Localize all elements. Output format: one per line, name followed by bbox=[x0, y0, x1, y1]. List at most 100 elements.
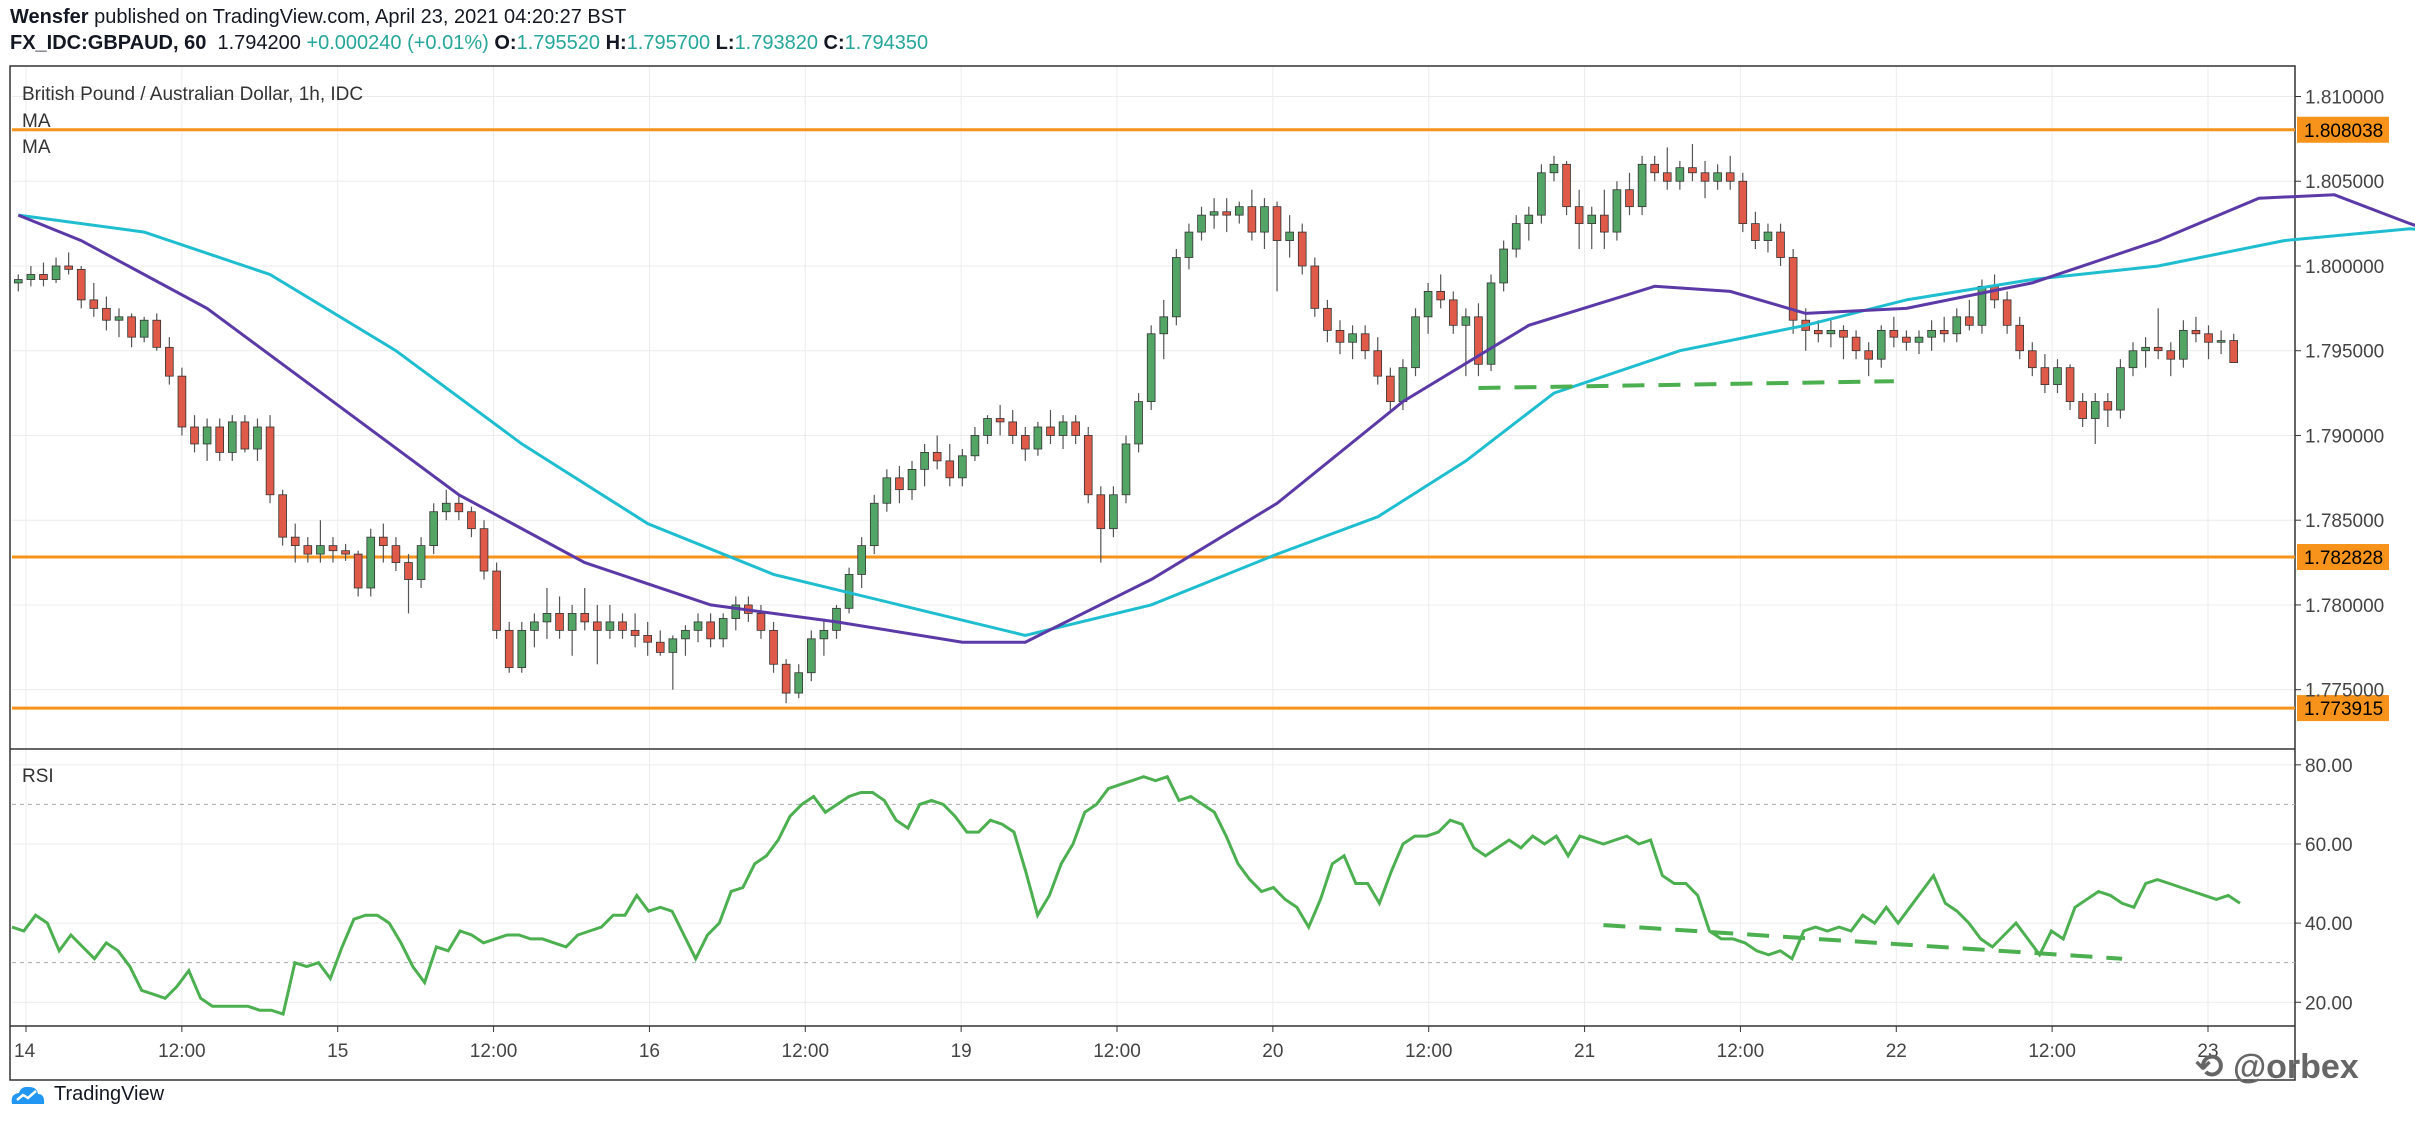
support-trendline[interactable] bbox=[1478, 379, 1894, 391]
open-label: O: bbox=[494, 32, 517, 54]
candle-body bbox=[756, 613, 766, 631]
candle-body bbox=[454, 502, 464, 513]
candle-body bbox=[1688, 167, 1697, 174]
chart-frame bbox=[9, 65, 2296, 1081]
candle-body bbox=[1914, 336, 1924, 343]
time-axis[interactable]: 14 12:00 15 12:00 16 12:00 19 12:00 20 12:00 21 12:… bbox=[14, 1026, 2219, 1062]
time-tick-label: 12:00 bbox=[782, 1041, 830, 1062]
rsi-axis[interactable]: 80.00 60.00 40.00 20.00 bbox=[2295, 756, 2353, 1014]
candle-body bbox=[429, 511, 438, 547]
rsi-tick-label: 40.00 bbox=[2305, 914, 2353, 935]
price-tick-label: 1.780000 bbox=[2305, 596, 2384, 617]
candle-body bbox=[1788, 257, 1798, 321]
candle-body bbox=[1637, 163, 1647, 208]
rsi-title: RSI bbox=[22, 766, 54, 787]
candle-body bbox=[1436, 291, 1445, 301]
rsi-divergence-trendline[interactable] bbox=[1603, 923, 2123, 961]
candle-body bbox=[643, 635, 652, 643]
time-tick-label: 21 bbox=[1574, 1041, 1595, 1062]
level-price-label: 1.808038 bbox=[2304, 121, 2383, 142]
price-tick-label: 1.795000 bbox=[2305, 342, 2384, 363]
candle-body bbox=[945, 460, 955, 479]
candle-body bbox=[1524, 214, 1534, 225]
candle-body bbox=[416, 545, 426, 580]
last-price: 1.794200 bbox=[217, 32, 301, 54]
candle-body bbox=[932, 452, 942, 462]
candle-body bbox=[1134, 401, 1143, 445]
candle-body bbox=[907, 468, 917, 491]
candle-body bbox=[1461, 316, 1471, 326]
publisher-name: Wensfer bbox=[10, 6, 89, 28]
candle-body bbox=[1159, 316, 1169, 335]
candle-body bbox=[618, 621, 627, 631]
candle-body bbox=[1826, 329, 1836, 335]
candle-body bbox=[2015, 324, 2025, 352]
candle-body bbox=[593, 621, 602, 631]
candle-body bbox=[13, 279, 23, 284]
candle-body bbox=[127, 316, 136, 338]
candle-body bbox=[718, 618, 728, 640]
candle-body bbox=[1814, 329, 1823, 335]
candle-body bbox=[2191, 329, 2201, 335]
candle-body bbox=[1839, 329, 1848, 338]
candle-body bbox=[102, 307, 111, 321]
candle-body bbox=[1083, 435, 1093, 496]
low-label: L: bbox=[715, 32, 735, 54]
price-axis[interactable]: 1.810000 1.805000 1.800000 1.795000 1.790000… bbox=[2295, 88, 2384, 702]
candle-body bbox=[39, 274, 48, 280]
candle-body bbox=[1109, 494, 1118, 530]
rsi-tick-label: 60.00 bbox=[2305, 835, 2353, 856]
time-tick-label: 22 bbox=[1886, 1041, 1907, 1062]
candle-body bbox=[2128, 350, 2138, 369]
time-tick-label: 12:00 bbox=[1405, 1041, 1453, 1062]
candle-body bbox=[668, 638, 678, 653]
candle-body bbox=[504, 629, 514, 669]
candle-body bbox=[1348, 333, 1357, 343]
tradingview-brand[interactable]: TradingView bbox=[10, 1083, 164, 1106]
candle-body bbox=[341, 550, 350, 555]
candle-body bbox=[1776, 231, 1785, 258]
candle-body bbox=[227, 421, 237, 453]
candle-body bbox=[26, 274, 36, 280]
close-value: 1.794350 bbox=[844, 32, 929, 54]
candle-body bbox=[1046, 426, 1055, 436]
candle-body bbox=[1751, 223, 1760, 241]
candle-body bbox=[303, 545, 313, 555]
candle-body bbox=[555, 613, 564, 631]
candle-body bbox=[177, 375, 187, 428]
candle-body bbox=[2040, 367, 2050, 386]
level-price-label: 1.773915 bbox=[2304, 699, 2383, 720]
candle-body bbox=[1096, 494, 1106, 530]
candle-body bbox=[769, 629, 778, 665]
candle-body bbox=[706, 621, 715, 640]
candle-body bbox=[1033, 426, 1043, 450]
candle-body bbox=[1537, 172, 1546, 216]
level-price-tag bbox=[2297, 116, 2389, 143]
candle-body bbox=[1952, 316, 1962, 335]
candle-body bbox=[1662, 172, 1672, 182]
time-tick-label: 15 bbox=[327, 1041, 348, 1062]
candle-body bbox=[215, 426, 224, 453]
candle-body bbox=[366, 536, 376, 589]
candle-body bbox=[1763, 231, 1773, 241]
candle-body bbox=[605, 621, 615, 631]
candle-body bbox=[1071, 421, 1080, 436]
candle-body bbox=[1285, 231, 1294, 241]
candle-body bbox=[1562, 163, 1571, 208]
candle-body bbox=[64, 265, 73, 270]
candle-body bbox=[1587, 214, 1597, 225]
candle-body bbox=[1297, 231, 1307, 267]
candle-body bbox=[441, 502, 451, 513]
candle-body bbox=[1197, 214, 1206, 233]
candle-body bbox=[1725, 172, 1735, 182]
candle-body bbox=[479, 528, 489, 572]
indicator-label-ma-1: MA bbox=[22, 111, 51, 132]
candle-body bbox=[2153, 346, 2163, 352]
candle-body bbox=[1260, 206, 1269, 233]
horizontal-levels[interactable]: 1.808038 1.782828 1.773915 bbox=[12, 116, 2389, 722]
candle-body bbox=[1020, 435, 1030, 450]
candle-body bbox=[1121, 443, 1131, 496]
ma-slow-line bbox=[18, 213, 2415, 637]
level-price-tag bbox=[2297, 695, 2389, 722]
